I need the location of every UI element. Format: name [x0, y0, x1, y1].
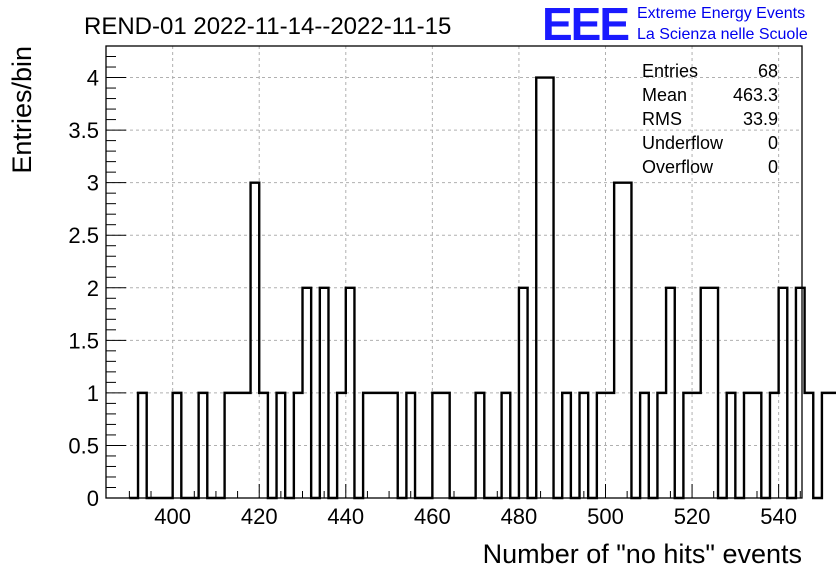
y-tick-label: 2	[87, 276, 99, 301]
x-tick-label: 460	[414, 504, 451, 529]
logo-mark: EEE	[542, 0, 628, 50]
y-tick-label: 3	[87, 171, 99, 196]
x-tick-label: 500	[587, 504, 624, 529]
y-tick-label: 3.5	[68, 118, 99, 143]
stats-label: Entries	[642, 61, 698, 81]
stats-value: 0	[768, 157, 778, 177]
y-tick-label: 0.5	[68, 433, 99, 458]
x-axis-title: Number of "no hits" events	[483, 539, 802, 569]
y-tick-label: 1	[87, 381, 99, 406]
y-axis-title: Entries/bin	[7, 46, 37, 174]
x-tick-label: 480	[501, 504, 538, 529]
axis-ticks	[106, 56, 801, 499]
plot-frame	[105, 45, 803, 499]
stats-value: 463.3	[733, 85, 778, 105]
x-tick-label: 520	[674, 504, 711, 529]
stats-value: 68	[758, 61, 778, 81]
x-tick-label: 440	[327, 504, 364, 529]
y-tick-label: 0	[87, 486, 99, 511]
x-tick-label: 400	[154, 504, 191, 529]
chart-title: REND-01 2022-11-14--2022-11-15	[84, 13, 451, 40]
stats-label: RMS	[642, 109, 682, 129]
stats-box: Entries 68 Mean 463.3 RMS 33.9 Underflow 0 Overf…	[642, 61, 778, 177]
y-tick-label: 4	[87, 66, 99, 91]
logo-line-2: La Scienza nelle Scuole	[637, 26, 808, 43]
stats-label: Mean	[642, 85, 687, 105]
logo-line-1: Extreme Energy Events	[637, 5, 805, 22]
stats-value: 33.9	[743, 109, 778, 129]
grid	[106, 46, 802, 498]
y-tick-label: 2.5	[68, 223, 99, 248]
tick-labels: 400 420 440 460 480 500 520 54000.511.522.533.5…	[68, 66, 797, 529]
x-tick-label: 420	[241, 504, 278, 529]
stats-value: 0	[768, 133, 778, 153]
stats-label: Underflow	[642, 133, 724, 153]
stats-label: Overflow	[642, 157, 714, 177]
y-tick-label: 1.5	[68, 328, 99, 353]
eee-logo: EEE Extreme Energy Events La Scienza nel…	[542, 0, 808, 50]
x-tick-label: 540	[760, 504, 797, 529]
